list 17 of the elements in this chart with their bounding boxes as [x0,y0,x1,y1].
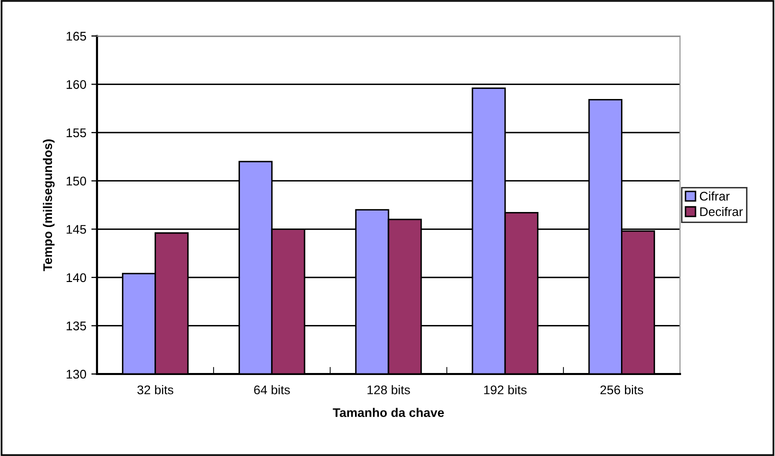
y-tick-label: 130 [66,370,86,379]
y-tick-label: 160 [66,80,86,89]
legend-label: Decifrar [700,206,743,216]
y-tick-label: 155 [66,128,86,138]
y-axis-title: Tempo (milisegundos) [42,139,55,272]
y-tick-label: 150 [66,176,86,186]
y-tick-label: 165 [66,32,86,41]
x-axis-title: Tamanho da chave [332,408,444,418]
x-tick-label: 32 bits [137,385,174,394]
y-tick-label: 145 [66,225,86,234]
x-tick-label: 192 bits [484,385,527,394]
y-tick-label: 140 [66,273,86,282]
x-tick-label: 256 bits [600,385,644,394]
legend-label: Cifrar [700,191,730,201]
x-tick-label: 64 bits [254,385,290,394]
x-tick-label: 128 bits [368,385,410,394]
y-tick-label: 135 [66,322,86,330]
